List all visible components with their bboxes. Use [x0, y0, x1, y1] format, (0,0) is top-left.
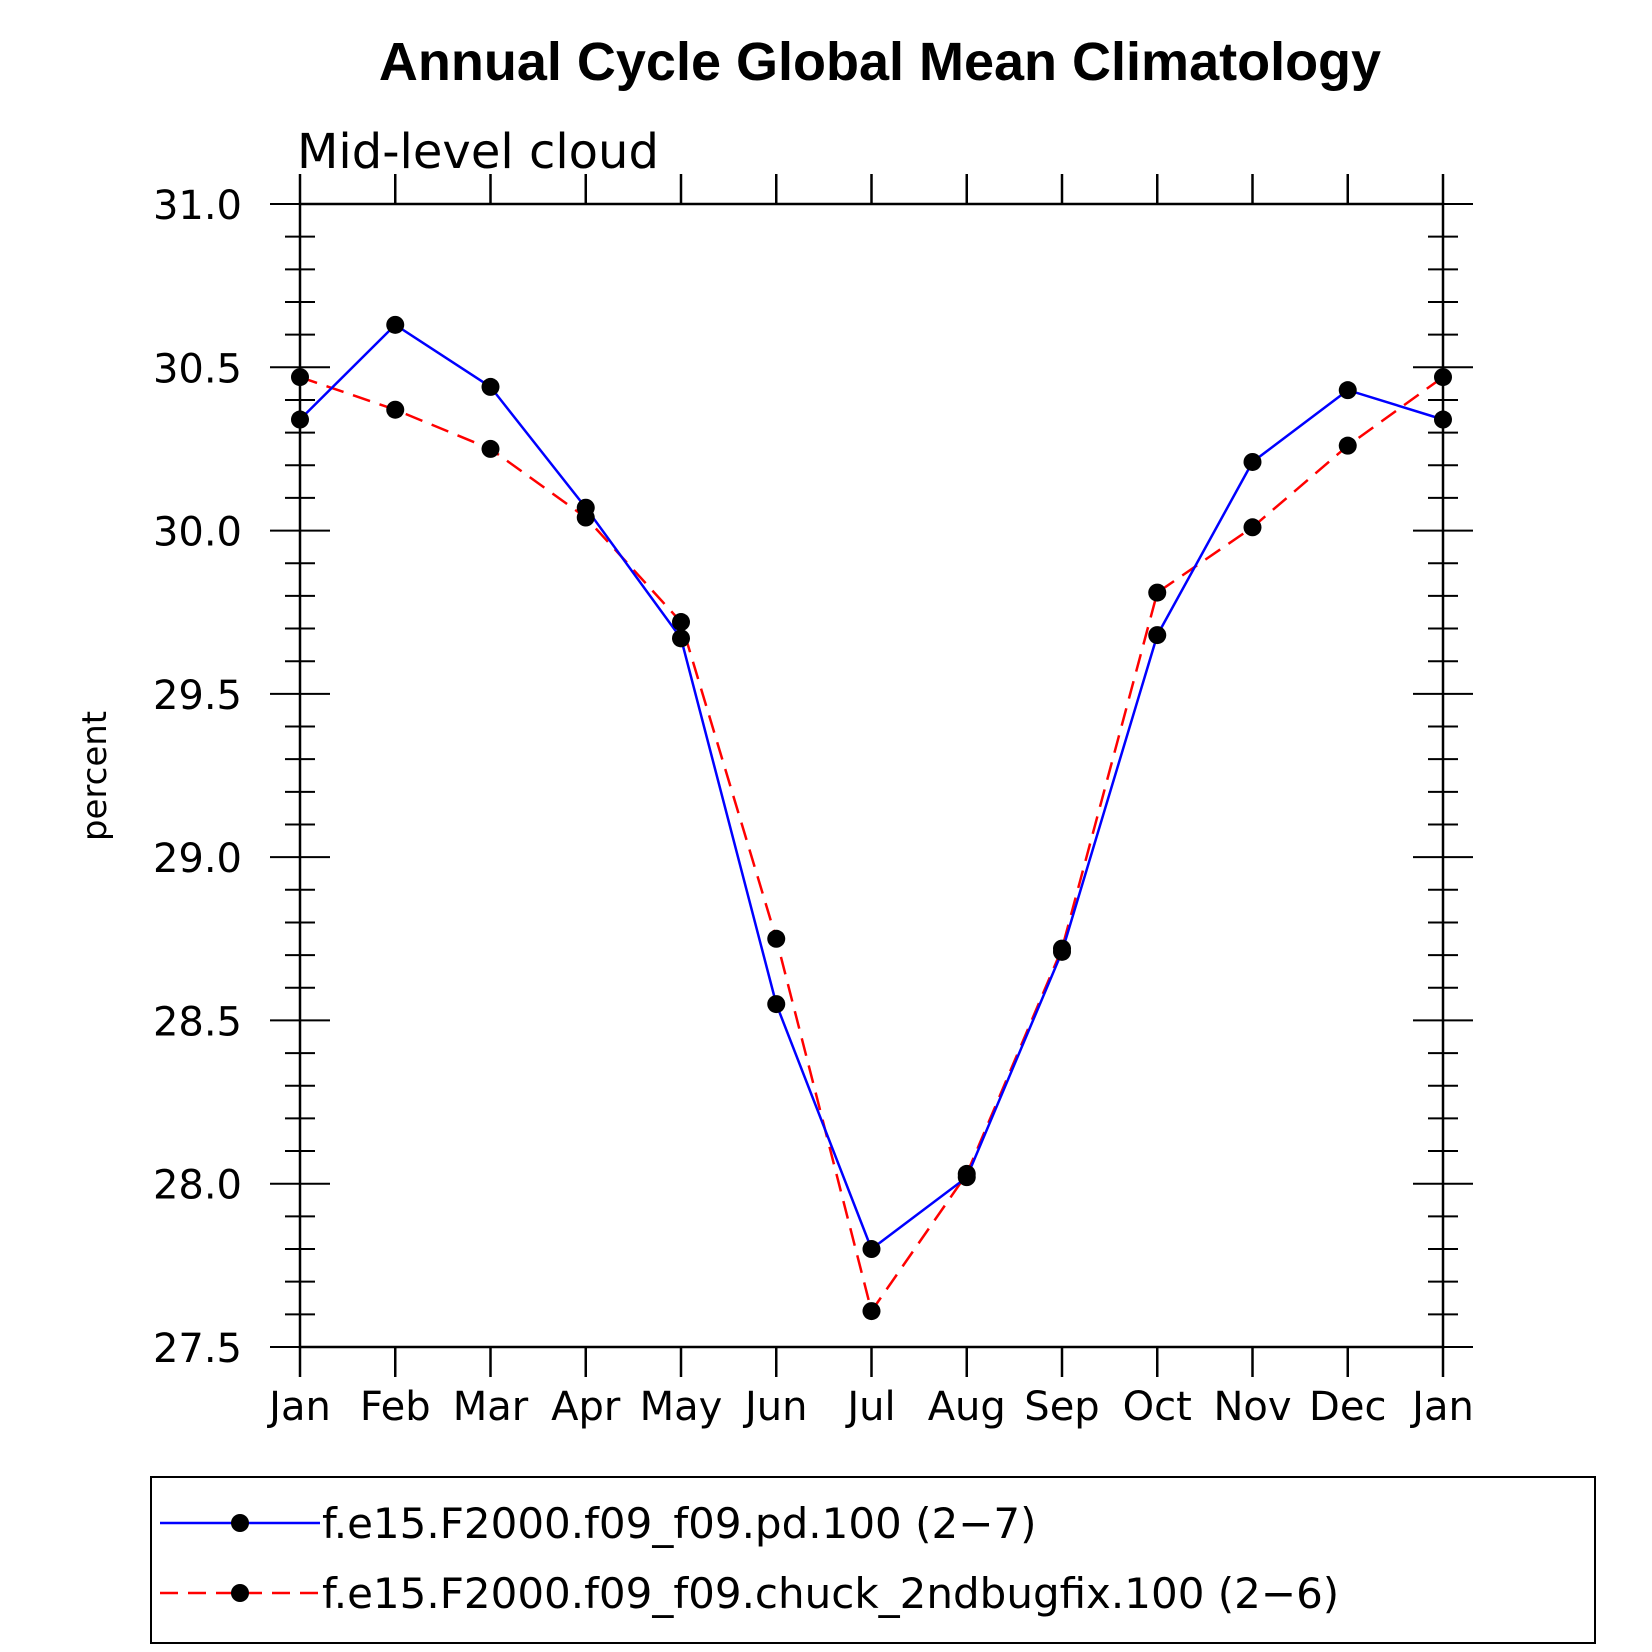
x-tick-label: Dec — [1309, 1384, 1386, 1430]
data-point-series-1 — [1434, 410, 1452, 429]
x-tick-label: May — [640, 1384, 723, 1430]
series-markers — [291, 315, 1452, 1321]
y-tick-label: 27.5 — [153, 1326, 242, 1372]
x-tick-label: Apr — [551, 1384, 621, 1430]
legend-box — [150, 1476, 1596, 1644]
data-point-series-2 — [767, 929, 786, 948]
y-tick-label: 29.0 — [153, 836, 242, 882]
y-tick-label: 31.0 — [153, 183, 242, 229]
y-tick-label: 28.0 — [153, 1163, 242, 1209]
y-tick-label: 30.5 — [153, 346, 242, 392]
data-point-series-2 — [1434, 368, 1452, 387]
axis-ticks — [270, 174, 1473, 1377]
x-tick-label: Jun — [742, 1384, 808, 1430]
legend-marker-series-1 — [231, 1514, 249, 1532]
data-point-series-2 — [1243, 518, 1262, 537]
series-line-2 — [299, 375, 1444, 1315]
x-tick-label: Sep — [1024, 1384, 1099, 1430]
data-point-series-2 — [291, 368, 309, 387]
x-tick-label: Oct — [1123, 1384, 1192, 1430]
data-point-series-2 — [862, 1302, 881, 1321]
y-tick-labels: 27.5 28.0 28.5 29.0 29.5 30.0 30.5 31.0 — [153, 183, 242, 1372]
chart-subtitle: Mid-level cloud — [297, 124, 659, 180]
data-point-series-2 — [386, 400, 405, 419]
data-point-series-1 — [481, 377, 500, 396]
y-tick-label: 29.5 — [153, 673, 242, 719]
series-lines — [299, 323, 1444, 1315]
x-tick-label: Jul — [844, 1384, 895, 1430]
legend-label-series-1: f.e15.F2000.f09_f09.pd.100 (2−7) — [322, 1499, 1037, 1548]
data-point-series-2 — [1053, 939, 1071, 958]
legend-marker-series-2 — [231, 1584, 249, 1602]
data-point-series-1 — [1338, 381, 1357, 400]
series-line-1 — [299, 323, 1444, 1251]
x-tick-label: Aug — [928, 1384, 1006, 1430]
data-point-series-1 — [862, 1240, 881, 1259]
x-tick-label: Mar — [453, 1384, 529, 1430]
data-point-series-2 — [1148, 583, 1167, 602]
data-point-series-1 — [767, 995, 786, 1014]
x-tick-label: Feb — [360, 1384, 431, 1430]
legend: f.e15.F2000.f09_f09.pd.100 (2−7) f.e15.F… — [150, 1476, 1596, 1644]
x-tick-label: Nov — [1213, 1384, 1291, 1430]
y-tick-label: 28.5 — [153, 999, 242, 1045]
legend-label-series-2: f.e15.F2000.f09_f09.chuck_2ndbugfix.100 … — [322, 1569, 1339, 1618]
y-axis-label: percent — [75, 711, 115, 841]
x-tick-label: Jan — [1409, 1384, 1474, 1430]
x-tick-labels: Jan Feb Mar Apr May Jun Jul Aug Sep Oct Nov Dec Jan — [266, 1384, 1474, 1430]
data-point-series-2 — [481, 439, 500, 458]
data-point-series-2 — [957, 1164, 976, 1183]
y-tick-label: 30.0 — [153, 510, 242, 556]
data-point-series-1 — [1243, 452, 1262, 471]
data-point-series-1 — [386, 315, 405, 334]
data-point-series-2 — [672, 613, 690, 632]
data-point-series-2 — [576, 508, 595, 527]
data-point-series-1 — [672, 629, 690, 648]
data-point-series-1 — [1148, 626, 1167, 645]
data-point-series-2 — [1338, 436, 1357, 455]
data-point-series-1 — [291, 410, 309, 429]
x-tick-label: Jan — [266, 1384, 331, 1430]
chart-title: Annual Cycle Global Mean Climatology — [379, 32, 1381, 92]
